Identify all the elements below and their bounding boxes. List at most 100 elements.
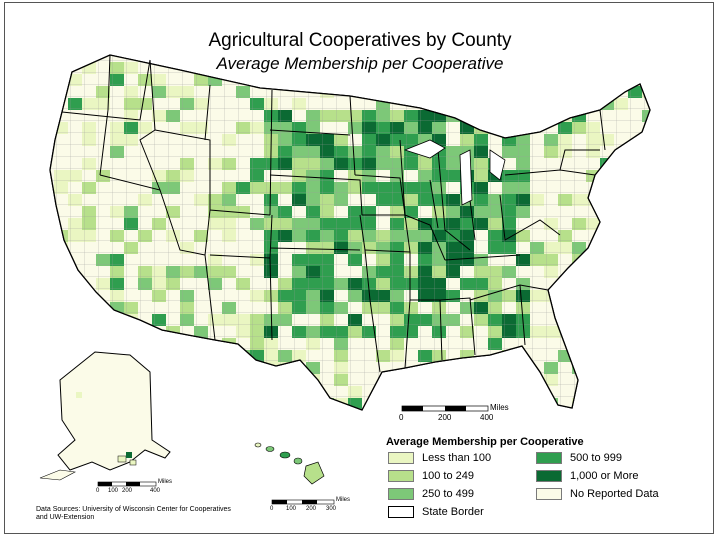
county-cell [628, 398, 642, 410]
county-cell [82, 302, 96, 314]
county-cell [614, 266, 628, 278]
county-cell [306, 62, 320, 74]
county-cell [68, 278, 82, 290]
county-cell [614, 350, 628, 362]
county-cell [166, 398, 180, 410]
county-cell [642, 218, 650, 230]
county-cell [418, 410, 432, 422]
county-cell [502, 122, 516, 134]
county-cell [656, 374, 670, 386]
hawaii-scale-bar [271, 499, 335, 505]
county-cell [82, 55, 96, 62]
county-cell [530, 55, 544, 62]
county-cell [572, 350, 586, 362]
county-cell [432, 74, 446, 86]
county-cell [68, 326, 82, 338]
county-cell [656, 266, 670, 278]
county-cell [600, 290, 614, 302]
county-cell [404, 86, 418, 98]
main-scale-tick: 200 [438, 413, 452, 422]
county-cell [516, 110, 530, 122]
county-cell [656, 194, 670, 206]
county-cell [642, 206, 650, 218]
county-cell [236, 55, 250, 62]
county-cell [642, 242, 650, 254]
county-cell [54, 266, 68, 278]
county-cell [656, 62, 670, 74]
alaska-scale-tick: 200 [122, 488, 133, 494]
county-cell [278, 62, 292, 74]
county-cell [586, 266, 600, 278]
county-cell [236, 386, 250, 398]
county-cell [488, 362, 502, 374]
county-cell [446, 374, 460, 386]
county-cell [656, 218, 670, 230]
county-cell [544, 55, 558, 62]
county-cell [390, 62, 404, 74]
county-cell [488, 122, 502, 134]
county-cell [362, 86, 376, 98]
county-cell [572, 410, 586, 422]
county-cell [180, 55, 194, 62]
county-cell [572, 278, 586, 290]
county-cell [530, 98, 544, 110]
county-cell [572, 62, 586, 74]
county-cell [544, 98, 558, 110]
county-cell [474, 86, 488, 98]
county-cell [250, 362, 264, 374]
county-cell [600, 326, 614, 338]
alaska-inset [39, 351, 171, 481]
county-cell [460, 98, 474, 110]
county-cell [614, 170, 628, 182]
legend-item: State Border [388, 506, 484, 518]
county-cell [50, 290, 54, 302]
county-cell [656, 290, 670, 302]
county-cell [628, 410, 642, 422]
county-cell [628, 314, 642, 326]
county-cell [614, 55, 628, 62]
alaska-scale-tick: 400 [150, 488, 161, 494]
county-cell [642, 230, 650, 242]
county-cell [642, 170, 650, 182]
county-cell [530, 74, 544, 86]
county-cell [404, 374, 418, 386]
county-cell [614, 278, 628, 290]
county-cell [628, 230, 642, 242]
county-cell [264, 62, 278, 74]
county-cell [376, 86, 390, 98]
hawaii-inset [254, 442, 325, 485]
county-cell [586, 278, 600, 290]
county-cell [54, 74, 68, 86]
county-cell [50, 74, 54, 86]
county-cell [656, 398, 670, 410]
county-cell [600, 302, 614, 314]
county-cell [68, 338, 82, 350]
county-cell [460, 62, 474, 74]
county-cell [600, 350, 614, 362]
county-cell [600, 230, 614, 242]
county-cell [614, 326, 628, 338]
map-subtitle: Average Membership per Cooperative [216, 54, 504, 73]
county-cell [586, 338, 600, 350]
county-cell [194, 362, 208, 374]
county-cell [166, 55, 180, 62]
county-cell [642, 362, 650, 374]
county-cell [446, 74, 460, 86]
county-cell [236, 398, 250, 410]
county-cell [586, 410, 600, 422]
county-cell [656, 302, 670, 314]
county-cell [264, 55, 278, 62]
county-cell [96, 338, 110, 350]
county-cell [642, 410, 656, 422]
county-cell [264, 410, 278, 422]
county-cell [460, 410, 474, 422]
county-cell [642, 278, 650, 290]
legend-item: 100 to 249 [388, 470, 474, 482]
county-cell [362, 55, 376, 62]
legend-swatch [536, 488, 562, 500]
county-cell [50, 218, 54, 230]
county-cell [558, 74, 572, 86]
county-cell [404, 386, 418, 398]
county-cell [362, 74, 376, 86]
